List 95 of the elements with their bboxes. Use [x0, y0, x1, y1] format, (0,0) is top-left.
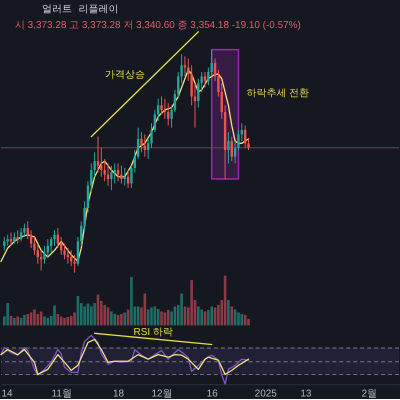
x-tick-label: 2월	[362, 388, 378, 400]
bar	[200, 309, 203, 326]
bar	[136, 306, 140, 326]
bar	[154, 306, 156, 326]
bar	[123, 312, 126, 326]
x-tick-label: 18	[113, 388, 125, 400]
bar	[227, 300, 230, 326]
bar	[150, 307, 153, 326]
text: 얼러트	[42, 4, 72, 15]
bar	[164, 312, 166, 326]
bar	[230, 306, 234, 326]
candlestick	[6, 234, 9, 246]
candlestick	[3, 236, 6, 251]
candlestick	[126, 170, 130, 188]
bar	[204, 311, 206, 326]
bar	[6, 302, 9, 326]
bar	[16, 316, 20, 326]
bar	[36, 314, 40, 326]
bar	[156, 308, 160, 326]
bar	[120, 314, 123, 326]
x-tick-label: 2025	[254, 388, 278, 400]
bar	[103, 304, 106, 326]
candlestick	[124, 167, 126, 186]
band-label: 하락추세 전환	[246, 88, 310, 99]
bar	[86, 303, 90, 326]
bar	[190, 280, 193, 326]
bar	[73, 312, 76, 326]
bar	[197, 306, 200, 326]
bar	[174, 306, 176, 326]
bar	[63, 318, 66, 326]
candlestick	[144, 134, 146, 158]
bar	[144, 294, 146, 326]
series-label: RSI 하락	[134, 326, 173, 338]
bar	[93, 302, 96, 326]
bar	[207, 310, 210, 326]
candlestick	[120, 165, 123, 184]
bar	[240, 314, 244, 326]
bar	[160, 311, 163, 326]
candlestick	[167, 102, 170, 126]
x-tick-label: 14	[1, 388, 14, 400]
bar	[66, 316, 70, 326]
x-tick-label: 12월	[152, 388, 173, 400]
bar	[60, 316, 62, 326]
bar	[46, 318, 50, 326]
candlestick	[230, 136, 233, 162]
bar	[126, 309, 130, 326]
bar	[184, 306, 186, 326]
bar	[106, 307, 110, 326]
bar	[70, 316, 73, 326]
series-label: 가격상승	[104, 69, 145, 80]
bar	[237, 312, 240, 326]
bar	[146, 309, 150, 326]
candlestick	[116, 162, 120, 182]
x-tick-label: 11월	[52, 388, 72, 400]
bar	[130, 277, 133, 326]
bar	[113, 314, 116, 326]
bar	[244, 314, 246, 326]
bar	[10, 316, 12, 326]
bar	[96, 294, 100, 326]
bar	[53, 305, 56, 326]
bar	[214, 307, 216, 326]
candlestick	[16, 230, 19, 244]
candlestick	[110, 165, 113, 191]
bar	[210, 306, 213, 326]
bar	[83, 306, 86, 326]
candlestick	[13, 232, 16, 244]
bar	[116, 314, 120, 326]
bar	[90, 306, 93, 326]
bar	[40, 311, 42, 326]
candlestick	[23, 223, 26, 238]
x-tick-label: 13	[300, 388, 312, 400]
bar	[43, 316, 46, 326]
bar	[180, 294, 183, 326]
bar	[234, 309, 236, 326]
bar	[110, 311, 113, 326]
candlestick	[20, 228, 22, 242]
bar	[26, 314, 30, 326]
bar	[247, 318, 250, 326]
bar	[56, 314, 60, 326]
candlestick	[10, 232, 12, 246]
bar	[13, 318, 16, 326]
candlestick	[73, 254, 76, 274]
x-tick-label: 16	[206, 388, 218, 400]
bar	[30, 312, 32, 326]
text: 리플레이	[78, 4, 119, 15]
candlestick	[244, 124, 246, 148]
candlestick	[66, 248, 70, 264]
bar	[76, 296, 80, 326]
bar	[20, 318, 22, 326]
bar	[23, 314, 26, 326]
bar	[166, 310, 170, 326]
candlestick	[227, 132, 230, 164]
chart-subtitle: 시 3,373.28 고 3,373.28 저 3,340.60 종 3,354.18 -19.10 (-0.57%)	[14, 20, 301, 31]
bar	[33, 309, 36, 326]
bar	[224, 276, 226, 326]
